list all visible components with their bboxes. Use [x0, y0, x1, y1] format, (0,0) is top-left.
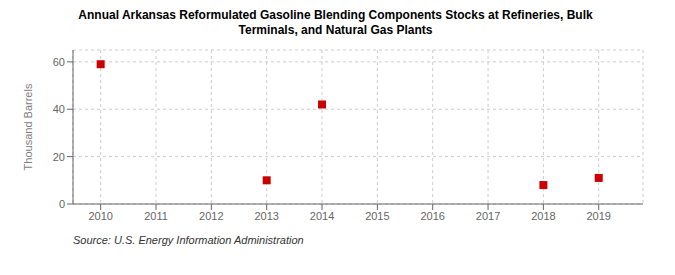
- svg-text:Thousand Barrels: Thousand Barrels: [22, 83, 34, 170]
- svg-text:2019: 2019: [586, 210, 610, 222]
- svg-text:2012: 2012: [199, 210, 223, 222]
- svg-text:2011: 2011: [144, 210, 168, 222]
- html-text:Terminals, and Natural Gas Pla: Terminals, and Natural Gas Plants: [238, 23, 433, 37]
- svg-text:60: 60: [53, 56, 65, 68]
- svg-text:2016: 2016: [420, 210, 444, 222]
- svg-text:40: 40: [53, 103, 65, 115]
- svg-text:20: 20: [53, 151, 65, 163]
- svg-text:2014: 2014: [310, 210, 334, 222]
- svg-text:0: 0: [59, 198, 65, 210]
- svg-text:2018: 2018: [531, 210, 555, 222]
- svg-text:2015: 2015: [365, 210, 389, 222]
- svg-text:2010: 2010: [88, 210, 112, 222]
- html-text:Source: U.S. Energy Informatio: Source: U.S. Energy Information Administ…: [73, 234, 304, 246]
- svg-text:2017: 2017: [476, 210, 500, 222]
- svg-text:2013: 2013: [254, 210, 278, 222]
- html-text:Annual Arkansas Reformulated G: Annual Arkansas Reformulated Gasoline Bl…: [78, 8, 593, 22]
